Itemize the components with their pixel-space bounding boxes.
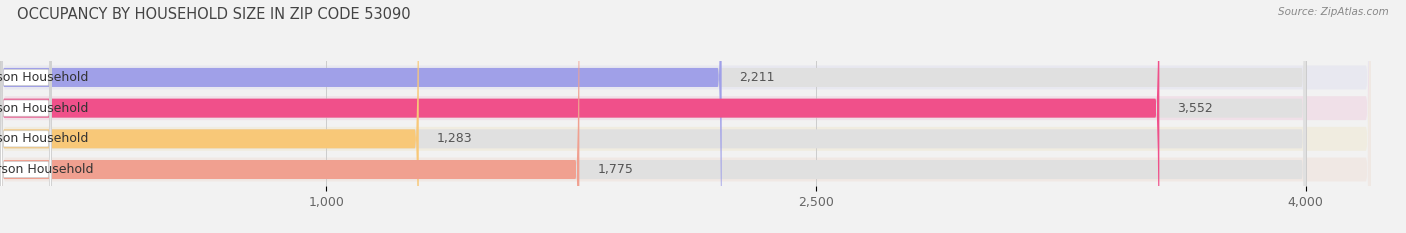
FancyBboxPatch shape <box>0 0 51 233</box>
Text: 1,775: 1,775 <box>598 163 633 176</box>
Text: 1-Person Household: 1-Person Household <box>0 71 89 84</box>
FancyBboxPatch shape <box>0 0 579 233</box>
FancyBboxPatch shape <box>0 0 721 233</box>
FancyBboxPatch shape <box>0 0 51 233</box>
FancyBboxPatch shape <box>0 0 51 233</box>
FancyBboxPatch shape <box>0 0 1306 233</box>
Text: 3,552: 3,552 <box>1177 102 1213 115</box>
FancyBboxPatch shape <box>0 0 1306 233</box>
Text: OCCUPANCY BY HOUSEHOLD SIZE IN ZIP CODE 53090: OCCUPANCY BY HOUSEHOLD SIZE IN ZIP CODE … <box>17 7 411 22</box>
FancyBboxPatch shape <box>0 0 1306 233</box>
FancyBboxPatch shape <box>0 0 1306 233</box>
FancyBboxPatch shape <box>0 0 1160 233</box>
FancyBboxPatch shape <box>0 0 1371 233</box>
Text: 3-Person Household: 3-Person Household <box>0 132 89 145</box>
FancyBboxPatch shape <box>0 0 1371 233</box>
FancyBboxPatch shape <box>0 0 1371 233</box>
FancyBboxPatch shape <box>0 0 1371 233</box>
FancyBboxPatch shape <box>0 0 419 233</box>
Text: 1,283: 1,283 <box>437 132 472 145</box>
Text: 2,211: 2,211 <box>740 71 775 84</box>
Text: 2-Person Household: 2-Person Household <box>0 102 89 115</box>
FancyBboxPatch shape <box>0 0 51 233</box>
Text: 4+ Person Household: 4+ Person Household <box>0 163 93 176</box>
Text: Source: ZipAtlas.com: Source: ZipAtlas.com <box>1278 7 1389 17</box>
